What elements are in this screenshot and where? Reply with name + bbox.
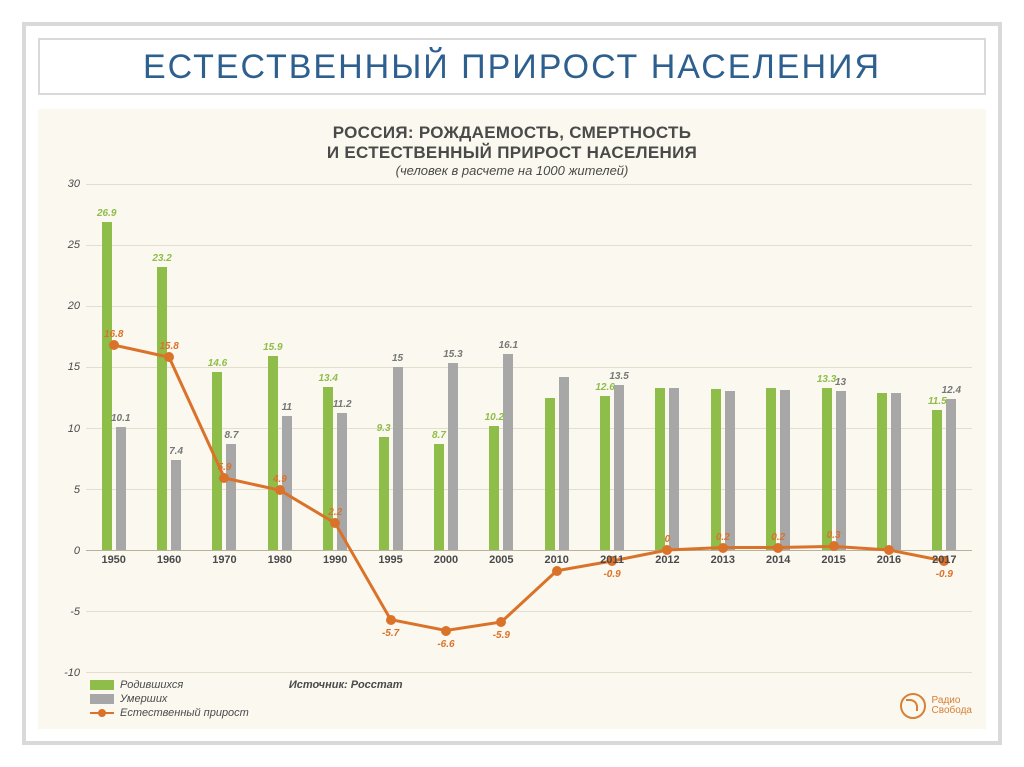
y-tick: 20 — [68, 300, 80, 312]
chart-container: РОССИЯ: РОЖДАЕМОСТЬ, СМЕРТНОСТЬ И ЕСТЕСТ… — [38, 109, 986, 729]
legend-label-natural: Естественный прирост — [120, 707, 249, 719]
source-text: Источник: Росстат — [289, 679, 403, 691]
y-tick: -10 — [64, 667, 80, 679]
slide-title: ЕСТЕСТВЕННЫЙ ПРИРОСТ НАСЕЛЕНИЯ — [60, 48, 964, 87]
logo-text: Радио Свобода — [932, 696, 972, 716]
slide-inner-frame: ЕСТЕСТВЕННЫЙ ПРИРОСТ НАСЕЛЕНИЯ РОССИЯ: Р… — [38, 38, 986, 729]
y-tick: 25 — [68, 239, 80, 251]
y-tick: 10 — [68, 423, 80, 435]
y-tick: -5 — [70, 606, 80, 618]
x-axis-layer: 1950 1960 1970 1980 1990 1995 2000 2005 2010 2011… — [86, 184, 972, 672]
x-label: 2016 — [877, 554, 901, 566]
x-label: 2000 — [434, 554, 458, 566]
legend-label-deaths: Умерших — [120, 693, 167, 705]
x-label: 2012 — [655, 554, 679, 566]
x-label: 2005 — [489, 554, 513, 566]
y-tick: 30 — [68, 178, 80, 190]
legend-swatch-births — [90, 680, 114, 690]
legend-swatch-natural — [90, 712, 114, 714]
legend-item-births: Родившихся — [90, 679, 249, 691]
legend-swatch-deaths — [90, 694, 114, 704]
plot-wrap: -10-5051015202530 26.910.123.27.414.68.7… — [52, 184, 972, 673]
y-tick: 15 — [68, 361, 80, 373]
grid-line — [86, 672, 972, 673]
logo: Радио Свобода — [900, 693, 972, 719]
x-label: 1970 — [212, 554, 236, 566]
chart-subtitle: (человек в расчете на 1000 жителей) — [52, 163, 972, 178]
x-label: 1990 — [323, 554, 347, 566]
y-tick: 5 — [74, 484, 80, 496]
x-label: 1980 — [268, 554, 292, 566]
x-label: 2013 — [711, 554, 735, 566]
logo-icon — [900, 693, 926, 719]
y-tick: 0 — [74, 545, 80, 557]
legend-items: Родившихся Умерших Естественный прирост — [90, 679, 249, 719]
plot-area: 26.910.123.27.414.68.715.91113.411.29.31… — [86, 184, 972, 673]
logo-line2: Свобода — [932, 706, 972, 716]
chart-title-line2: И ЕСТЕСТВЕННЫЙ ПРИРОСТ НАСЕЛЕНИЯ — [52, 143, 972, 163]
slide-title-box: ЕСТЕСТВЕННЫЙ ПРИРОСТ НАСЕЛЕНИЯ — [38, 38, 986, 95]
legend-item-natural: Естественный прирост — [90, 707, 249, 719]
x-label: 2014 — [766, 554, 790, 566]
x-label: 1960 — [157, 554, 181, 566]
legend-item-deaths: Умерших — [90, 693, 249, 705]
x-label: 2015 — [821, 554, 845, 566]
x-label: 2010 — [544, 554, 568, 566]
slide-outer-frame: ЕСТЕСТВЕННЫЙ ПРИРОСТ НАСЕЛЕНИЯ РОССИЯ: Р… — [22, 22, 1002, 745]
x-label: 2017 — [932, 554, 956, 566]
x-label: 1995 — [378, 554, 402, 566]
chart-title-line1: РОССИЯ: РОЖДАЕМОСТЬ, СМЕРТНОСТЬ — [52, 123, 972, 143]
x-label: 2011 — [600, 554, 624, 566]
legend-label-births: Родившихся — [120, 679, 183, 691]
x-label: 1950 — [101, 554, 125, 566]
legend: Родившихся Умерших Естественный прирост … — [90, 679, 972, 719]
y-axis: -10-5051015202530 — [52, 184, 86, 673]
